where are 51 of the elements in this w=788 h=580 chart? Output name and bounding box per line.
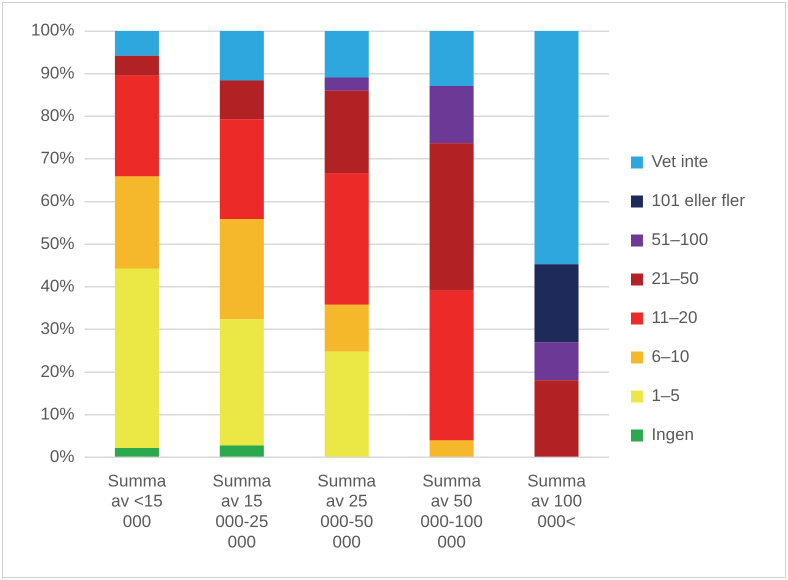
bar: [324, 31, 369, 78]
bar: [114, 56, 159, 76]
y-tick-label: 40%: [40, 276, 74, 296]
x-tick-label: Summa av 25 000-50 000: [317, 471, 377, 552]
legend-label: Vet inte: [651, 152, 708, 172]
bar: [430, 290, 474, 440]
y-tick-label: 10%: [40, 404, 74, 424]
bar: [220, 219, 264, 320]
legend-label: 11–20: [651, 308, 698, 328]
bar: [430, 86, 474, 144]
bar: [220, 31, 264, 80]
y-tick-label: 30%: [40, 319, 74, 338]
y-tick-label: 20%: [40, 362, 74, 381]
y-tick-label: 100%: [30, 20, 74, 40]
legend-label: 21–50: [651, 269, 699, 288]
bar: [430, 143, 474, 291]
bar: [324, 352, 369, 457]
bar: [324, 90, 369, 174]
y-tick-label: 0%: [50, 447, 74, 466]
bar: [430, 31, 474, 86]
legend-label: Ingen: [651, 425, 694, 444]
x-tick-label: Summa av 15 000-25 000: [212, 471, 272, 552]
bar: [534, 380, 579, 457]
bar: [114, 268, 159, 448]
x-tick-label: Summa av 100 000<: [527, 471, 586, 532]
legend-label: 51–100: [651, 230, 708, 250]
legend-label: 1–5: [651, 386, 680, 406]
bar: [430, 440, 474, 457]
y-tick-label: 50%: [40, 234, 74, 253]
bar: [534, 31, 579, 264]
bar: [324, 304, 369, 352]
x-tick-label: Summa av 50 000-100 000: [420, 471, 483, 552]
y-tick-label: 60%: [40, 191, 74, 210]
bar: [114, 176, 159, 269]
bar: [324, 77, 369, 91]
y-tick-label: 90%: [40, 63, 74, 82]
bar: [114, 31, 159, 56]
bar: [220, 80, 264, 120]
bar: [114, 448, 159, 457]
y-tick-label: 70%: [40, 148, 74, 168]
bar: [220, 445, 264, 457]
bar: [324, 173, 369, 305]
bar: [114, 75, 159, 176]
bar: [534, 264, 579, 342]
legend-label: 101 eller fler: [651, 191, 746, 210]
x-tick-label: Summa av <15 000: [108, 471, 167, 532]
bar: [534, 342, 579, 380]
bar: [220, 119, 264, 220]
bar: [220, 319, 264, 446]
legend-label: 6–10: [651, 347, 690, 366]
y-tick-label: 80%: [40, 106, 74, 125]
